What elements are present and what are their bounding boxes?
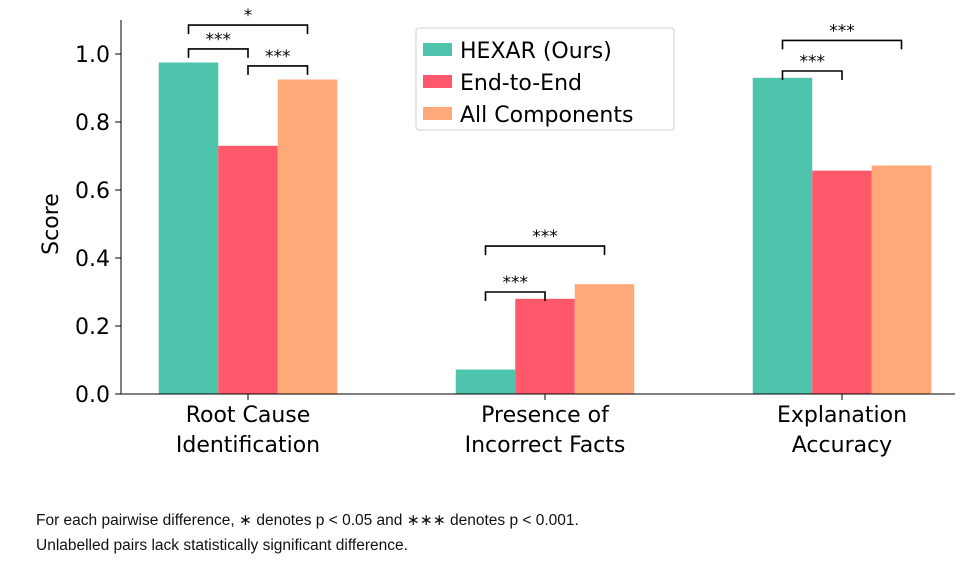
legend-entry: End-to-End bbox=[460, 71, 582, 96]
bar-all-components-cat-0 bbox=[277, 79, 338, 394]
bar-all-components-cat-2 bbox=[871, 165, 932, 394]
y-axis-label: Score bbox=[39, 193, 64, 255]
bar-end-to-end-cat-1 bbox=[515, 298, 575, 394]
significance-bracket bbox=[247, 65, 309, 75]
bar-end-to-end-cat-2 bbox=[812, 170, 872, 394]
y-tick-label: 0.0 bbox=[75, 383, 110, 408]
significance-bracket bbox=[484, 291, 546, 301]
bar-hexar-ours-cat-0 bbox=[158, 62, 219, 394]
y-tick-label: 0.2 bbox=[75, 315, 110, 340]
significance-label: * bbox=[244, 6, 253, 26]
y-tick-label: 0.6 bbox=[75, 179, 110, 204]
axes: 0.0 0.2 0.4 0.6 0.8 1.0 Score Root Cause Identif… bbox=[39, 20, 955, 458]
significance-bracket bbox=[781, 39, 903, 50]
legend-swatch bbox=[423, 75, 452, 88]
bars-group bbox=[158, 62, 932, 395]
significance-label: *** bbox=[800, 52, 826, 72]
x-tick-label: Presence of bbox=[481, 403, 610, 428]
bar-chart: ******************* 0.00.20.40.60.81.0Sc… bbox=[39, 6, 955, 458]
x-tick-label: Root Cause bbox=[186, 403, 311, 428]
legend: HEXAR (Ours) End-to-End All Components bbox=[415, 27, 675, 131]
y-tick-label: 1.0 bbox=[75, 43, 110, 68]
legend-swatch bbox=[423, 43, 452, 56]
legend-swatch bbox=[423, 107, 452, 120]
bar-end-to-end-cat-0 bbox=[218, 145, 278, 394]
significance-bracket bbox=[484, 245, 606, 256]
x-tick-label: Incorrect Facts bbox=[465, 433, 626, 458]
significance-bracket bbox=[781, 70, 843, 80]
significance-brackets: ******************* bbox=[187, 6, 903, 301]
significance-label: *** bbox=[265, 47, 291, 67]
legend-entry: All Components bbox=[460, 103, 633, 128]
significance-bracket bbox=[187, 48, 249, 58]
significance-label: *** bbox=[206, 30, 232, 50]
y-tick-label: 0.8 bbox=[75, 111, 110, 136]
caption-line-2: Unlabelled pairs lack statistically sign… bbox=[36, 537, 408, 554]
bar-all-components-cat-1 bbox=[574, 284, 635, 394]
significance-bracket bbox=[187, 24, 309, 35]
legend-box bbox=[415, 27, 675, 131]
bar-hexar-ours-cat-1 bbox=[455, 369, 516, 394]
y-tick-label: 0.4 bbox=[75, 247, 110, 272]
significance-label: *** bbox=[532, 227, 558, 247]
x-tick-label: Accuracy bbox=[792, 433, 892, 458]
significance-label: *** bbox=[503, 273, 529, 293]
x-tick-label: Identification bbox=[176, 433, 320, 458]
legend-entry: HEXAR (Ours) bbox=[460, 39, 612, 64]
caption-line-1: For each pairwise difference, ∗ denotes … bbox=[36, 512, 579, 529]
significance-label: *** bbox=[829, 21, 855, 41]
bar-hexar-ours-cat-2 bbox=[752, 77, 813, 395]
x-tick-label: Explanation bbox=[777, 403, 907, 428]
